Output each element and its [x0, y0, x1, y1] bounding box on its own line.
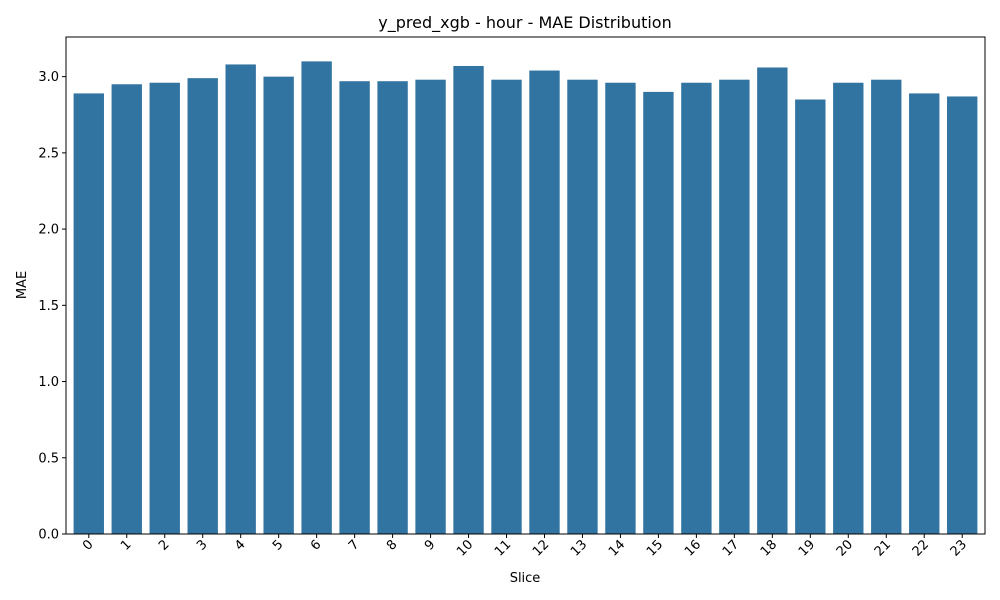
- bar-hour-8: [377, 81, 408, 535]
- x-tick-label: 4: [232, 537, 248, 553]
- bar-hour-6: [301, 61, 332, 534]
- x-tick-label: 1: [118, 537, 134, 553]
- bar-hour-9: [415, 79, 446, 534]
- x-tick-label: 20: [834, 537, 856, 559]
- x-tick-label: 8: [384, 537, 400, 553]
- bar-hour-20: [833, 82, 864, 535]
- x-tick-label: 21: [872, 537, 894, 559]
- x-tick-label: 19: [796, 537, 818, 559]
- bar-hour-4: [225, 64, 256, 534]
- x-tick-label: 11: [492, 537, 514, 559]
- y-tick-label: 2.0: [38, 223, 59, 238]
- x-tick-label: 15: [644, 537, 666, 559]
- bar-hour-0: [73, 93, 104, 534]
- bar-hour-18: [757, 67, 788, 535]
- bar-series: [73, 61, 978, 535]
- x-tick-label: 17: [720, 537, 742, 559]
- x-tick-label: 18: [758, 537, 780, 559]
- y-axis: 0.0 0.5 1.0 1.5 2.0 2.5 3.0: [38, 70, 66, 543]
- bar-hour-16: [681, 82, 712, 535]
- y-tick-label: 0.5: [38, 451, 59, 466]
- bar-hour-11: [491, 79, 522, 534]
- x-tick-label: 22: [910, 537, 932, 559]
- x-tick-label: 16: [682, 537, 704, 559]
- bar-hour-15: [643, 91, 674, 534]
- x-tick-label: 6: [308, 537, 324, 553]
- y-axis-label: MAE: [15, 271, 30, 299]
- y-tick-label: 0.0: [38, 528, 59, 543]
- bar-hour-2: [149, 82, 180, 535]
- bar-hour-23: [947, 96, 978, 535]
- x-tick-label: 7: [346, 537, 362, 553]
- x-tick-label: 5: [270, 537, 286, 553]
- x-tick-label: 10: [454, 537, 476, 559]
- chart-title: y_pred_xgb - hour - MAE Distribution: [378, 13, 671, 33]
- x-tick-label: 9: [422, 537, 438, 553]
- bar-hour-5: [263, 76, 294, 534]
- bar-hour-1: [111, 84, 142, 534]
- bar-hour-7: [339, 81, 370, 535]
- x-tick-label: 12: [530, 537, 552, 559]
- bar-hour-12: [529, 70, 560, 534]
- y-tick-label: 2.5: [38, 146, 59, 161]
- bar-hour-21: [871, 79, 902, 534]
- bar-hour-19: [795, 99, 826, 534]
- y-tick-label: 1.0: [38, 375, 59, 390]
- y-tick-label: 3.0: [38, 70, 59, 85]
- x-tick-label: 13: [568, 537, 590, 559]
- x-axis: 0 1 2 3 4 5 6 7 8 9 10 11 12 13 14 15 16 17 18 19 20 21 22 23: [80, 534, 970, 560]
- x-tick-label: 23: [948, 537, 970, 559]
- bar-hour-3: [187, 78, 218, 534]
- bar-hour-13: [567, 79, 598, 534]
- bar-hour-14: [605, 82, 636, 535]
- x-tick-label: 0: [80, 537, 96, 553]
- bar-hour-17: [719, 79, 750, 534]
- x-tick-label: 3: [194, 537, 210, 553]
- bar-hour-10: [453, 65, 484, 534]
- bar-hour-22: [909, 93, 940, 534]
- y-tick-label: 1.5: [38, 299, 59, 314]
- x-tick-label: 14: [606, 537, 628, 559]
- plot-frame: [65, 36, 986, 535]
- x-axis-label: Slice: [510, 571, 541, 586]
- x-tick-label: 2: [156, 537, 172, 553]
